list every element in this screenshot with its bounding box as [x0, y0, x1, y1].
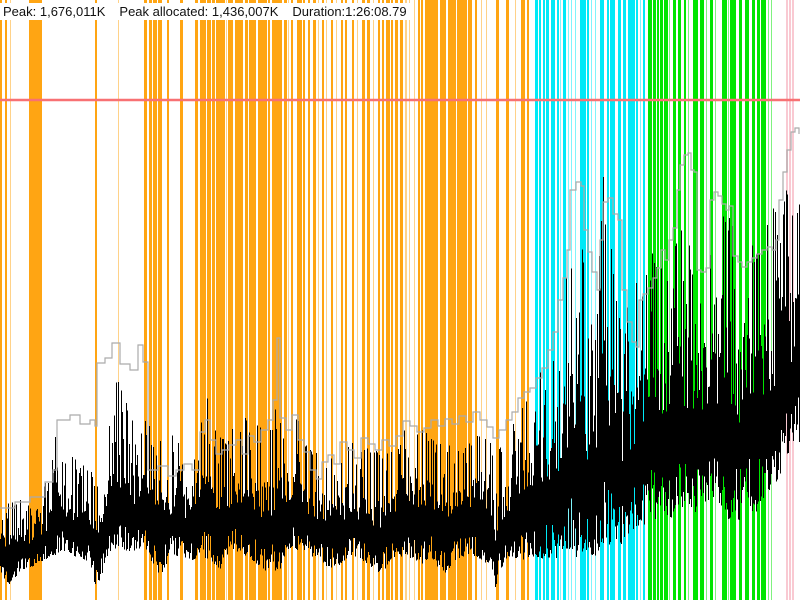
memory-usage-trace	[0, 176, 800, 588]
peak-stat: Peak: 1,676,011K	[3, 4, 106, 19]
allocated-peak-line	[0, 127, 800, 509]
phase-bars-orange	[0, 0, 529, 600]
duration-stat: Duration:1:26:08.79	[292, 4, 407, 19]
peak-allocated-stat: Peak allocated: 1,436,007K	[119, 4, 279, 19]
phase-bars-green	[648, 0, 772, 600]
stats-header: Peak: 1,676,011K Peak allocated: 1,436,0…	[0, 3, 413, 20]
